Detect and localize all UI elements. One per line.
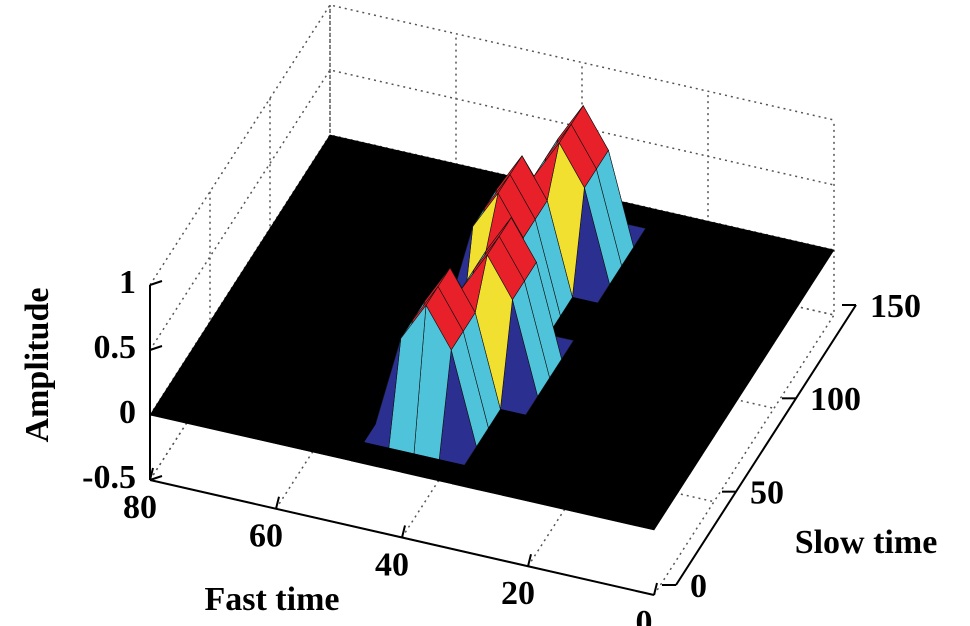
tick-mark (527, 554, 532, 567)
z-tick-label: -0.5 (82, 459, 136, 496)
tick-mark (149, 280, 163, 286)
x-axis-label: Fast time (204, 581, 339, 618)
tick-mark (149, 410, 163, 416)
y-axis-label: Slow time (795, 524, 938, 561)
tick-mark (149, 345, 163, 351)
y-tick-label: 100 (810, 381, 861, 418)
grid-line (149, 5, 331, 481)
tick-mark (653, 582, 658, 596)
x-tick-label: 40 (375, 546, 409, 583)
z-tick-label: 0.5 (94, 329, 137, 366)
x-tick-label: 0 (636, 604, 653, 626)
tick-mark (149, 475, 163, 481)
grid-line (653, 120, 835, 596)
tick-mark (401, 525, 406, 538)
surface-patch (149, 395, 365, 462)
x-tick-label: 20 (501, 575, 535, 612)
x-tick-label: 60 (249, 518, 283, 555)
z-axis-label: Amplitude (19, 288, 56, 443)
z-tick-label: 0 (119, 394, 136, 431)
y-tick-label: 150 (870, 288, 921, 325)
tick-mark (149, 467, 154, 481)
x-tick-label: 80 (123, 489, 157, 526)
y-tick-label: 0 (690, 568, 707, 605)
grid-line (275, 33, 457, 510)
z-tick-label: 1 (119, 264, 136, 301)
grid-line (527, 91, 709, 567)
tick-mark (275, 496, 280, 509)
y-axis (675, 304, 857, 586)
y-tick-label: 50 (750, 474, 784, 511)
